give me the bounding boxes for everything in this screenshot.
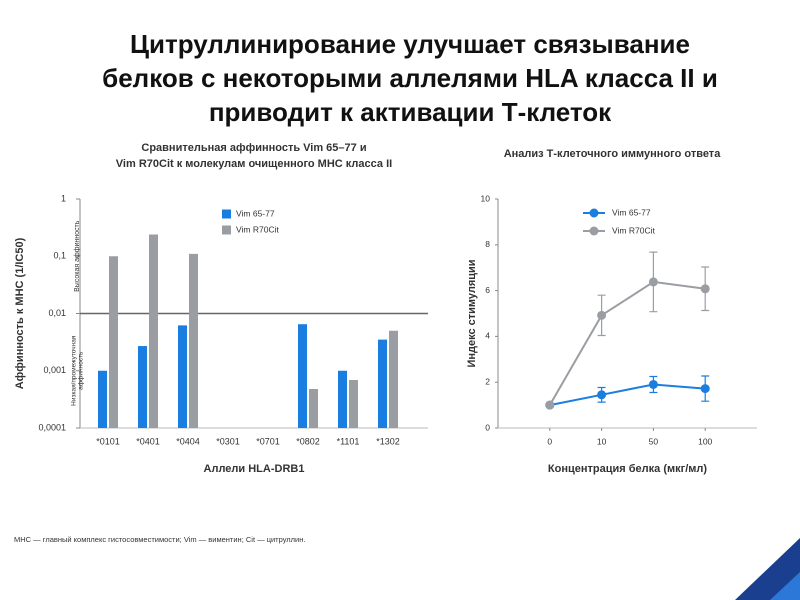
legend-label: Vim R70Cit (612, 225, 655, 235)
y-tick-label: 10 (481, 193, 491, 203)
chart-title: Анализ Т-клеточного иммунного ответа (504, 148, 722, 160)
bar (309, 388, 318, 428)
slide-title: Цитруллинирование улучшает связывание (130, 29, 690, 59)
x-tick-label: *0401 (136, 436, 160, 446)
bar (149, 234, 158, 428)
bar (98, 370, 107, 428)
y-tick-label: 2 (485, 376, 490, 386)
annotation: Низкая/промежуточная (71, 335, 78, 406)
y-axis-label: Аффинность к МНС (1/IC50) (14, 237, 26, 389)
legend-marker (589, 208, 599, 218)
corner-decoration (770, 572, 800, 600)
data-point (597, 310, 607, 320)
y-axis-label: Индекс стимуляции (466, 259, 478, 367)
bar (138, 346, 147, 428)
bar (298, 324, 307, 428)
x-tick-label: *0404 (176, 436, 200, 446)
bar (109, 256, 118, 428)
bar (338, 370, 347, 428)
x-axis-label: Концентрация белка (мкг/мл) (548, 463, 707, 475)
data-point (648, 379, 658, 389)
slide-title: приводит к активации Т-клеток (209, 97, 612, 127)
y-tick-label: 0,1 (53, 251, 66, 261)
y-tick-label: 0,001 (43, 365, 66, 375)
bar (178, 325, 187, 428)
data-point (597, 390, 607, 400)
bar (378, 339, 387, 428)
data-point (648, 277, 658, 287)
series-line (548, 280, 706, 406)
x-tick-label: 0 (547, 436, 552, 446)
annotation: Высокая аффинность (74, 220, 81, 292)
data-point (700, 384, 710, 394)
y-tick-label: 0,01 (48, 308, 66, 318)
legend-marker (222, 209, 231, 219)
legend-label: Vim 65-77 (612, 207, 651, 217)
data-point (700, 284, 710, 294)
annotation: аффинность (78, 351, 85, 390)
footnote: МНС — главный комплекс гистосовместимост… (14, 535, 305, 544)
x-tick-label: *1302 (376, 436, 400, 446)
y-tick-label: 1 (61, 193, 66, 203)
y-tick-label: 8 (485, 239, 490, 249)
corner-decoration (735, 538, 800, 600)
x-tick-label: *0101 (96, 436, 120, 446)
legend-marker (222, 225, 231, 235)
legend-marker (589, 226, 599, 236)
y-tick-label: 0 (485, 422, 490, 432)
y-tick-label: 6 (485, 285, 490, 295)
bar (389, 330, 398, 428)
y-tick-label: 4 (485, 331, 490, 341)
x-tick-label: *0701 (256, 436, 280, 446)
bar (189, 253, 198, 428)
legend-label: Vim 65-77 (236, 208, 275, 218)
x-axis-label: Аллели HLA-DRB1 (204, 463, 305, 475)
chart-title: Vim R70Cit к молекулам очищенного МНС кл… (116, 158, 392, 170)
slide-title: белков с некоторыми аллелями HLA класса … (102, 63, 718, 93)
x-tick-label: 10 (597, 436, 607, 446)
x-tick-label: 50 (649, 436, 659, 446)
x-tick-label: *0802 (296, 436, 320, 446)
x-tick-label: 100 (698, 436, 712, 446)
x-tick-label: *1101 (337, 436, 360, 446)
y-tick-label: 0,0001 (38, 422, 66, 432)
series-line (549, 383, 706, 407)
x-tick-label: *0301 (216, 436, 240, 446)
bar (349, 379, 358, 428)
legend-label: Vim R70Cit (236, 224, 279, 234)
data-point (545, 400, 555, 410)
chart-title: Сравнительная аффинность Vim 65–77 и (141, 142, 366, 154)
